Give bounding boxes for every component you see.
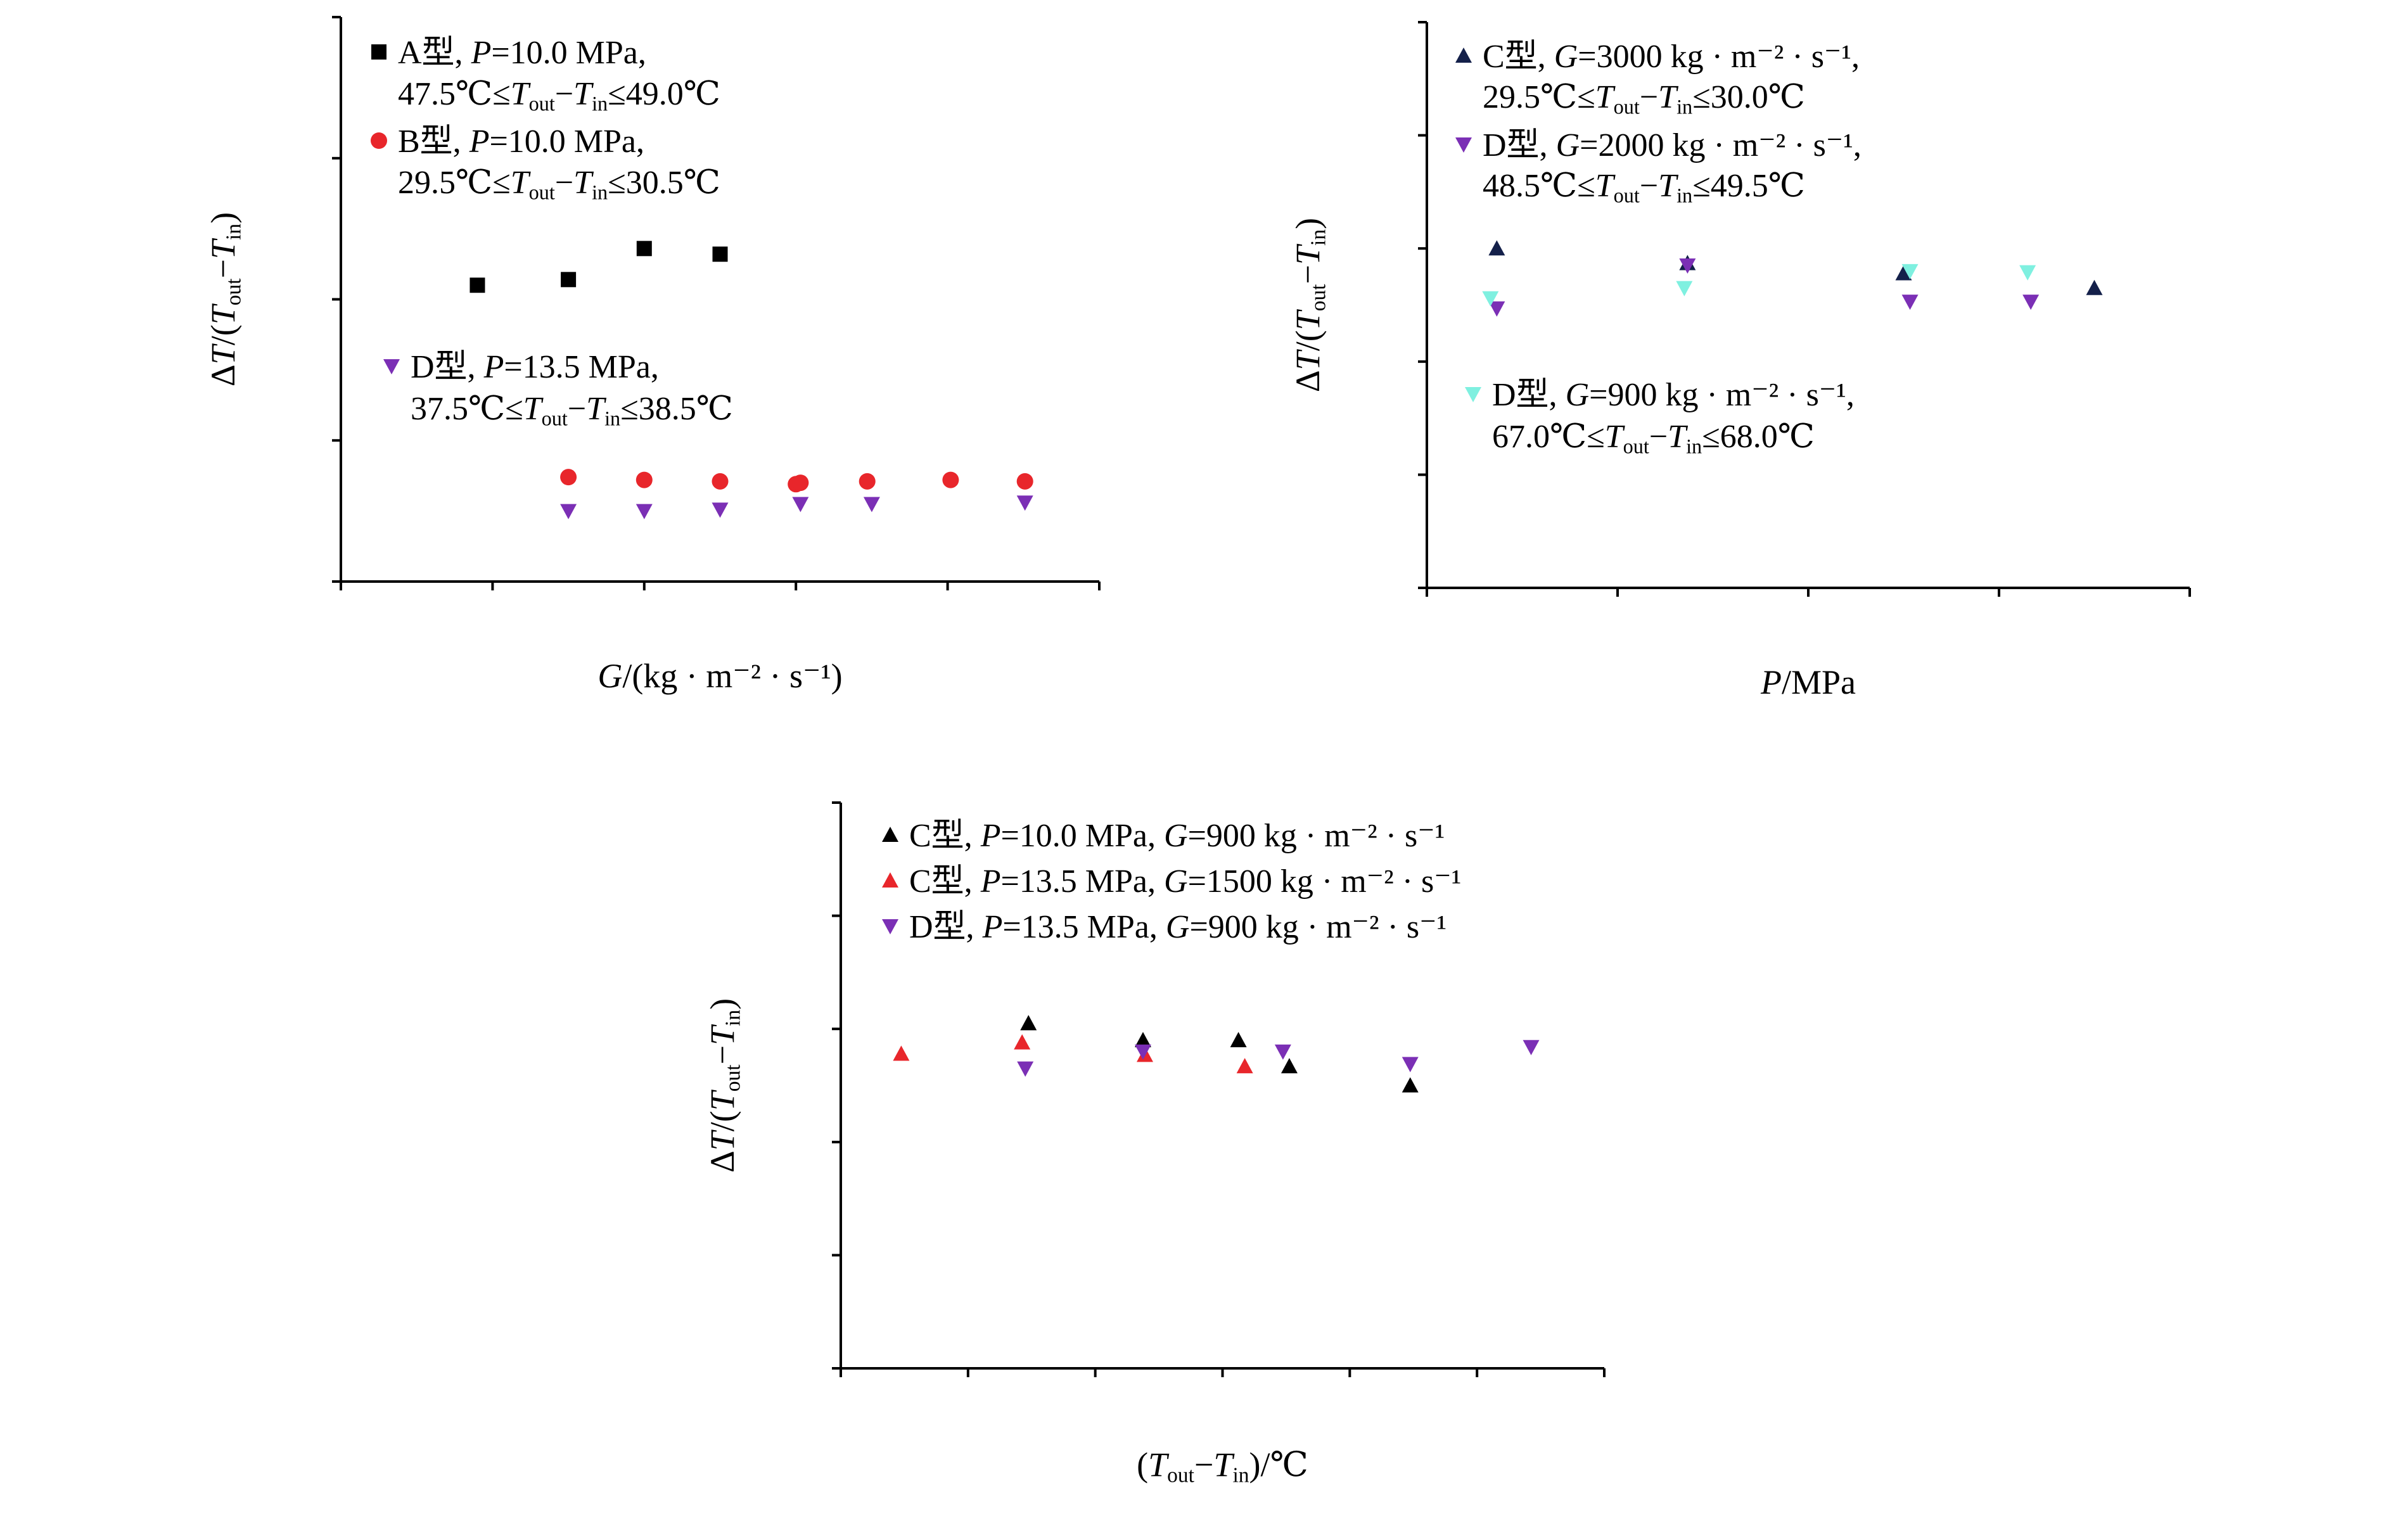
legend-label: B型, P=10.0 MPa, xyxy=(398,124,644,160)
legend-condition: 29.5℃≤Tout​−Tin​≤30.0℃ xyxy=(1483,79,1805,118)
data-point xyxy=(1482,291,1499,307)
series-3 xyxy=(1482,264,2036,307)
data-point xyxy=(712,246,728,262)
data-point xyxy=(1020,1015,1037,1031)
data-point xyxy=(636,241,652,257)
data-point xyxy=(635,471,653,488)
legend-condition: 47.5℃≤Tout​−Tin​≤49.0℃ xyxy=(398,76,720,115)
data-point xyxy=(712,502,729,518)
legend-label: C型, P=10.0 MPa, G=900 kg · m⁻² · s⁻¹ xyxy=(909,818,1445,854)
data-point xyxy=(469,277,485,293)
chart-panel-a: G/(kg · m⁻² · s⁻¹) ΔT/(Tout​−Tin​) A型, P=1… xyxy=(204,16,1101,695)
data-point xyxy=(561,272,577,288)
series-3 xyxy=(1017,1040,1540,1077)
y-axis-label: ΔT/(Tout​−Tin​) xyxy=(204,212,246,386)
data-point xyxy=(1230,1032,1247,1048)
series-2 xyxy=(560,469,1033,493)
legend-marker xyxy=(1455,48,1472,63)
data-point xyxy=(1901,264,1919,279)
legend-marker xyxy=(882,919,898,934)
data-point xyxy=(1402,1057,1419,1072)
series-2 xyxy=(893,1034,1253,1074)
legend-marker xyxy=(1465,386,1481,402)
data-point xyxy=(1016,473,1033,490)
legend-label: D型, G=900 kg · m⁻² · s⁻¹, xyxy=(1492,377,1855,413)
data-point xyxy=(560,469,577,486)
data-point xyxy=(1014,1034,1031,1050)
legend-label: D型, G=2000 kg · m⁻² · s⁻¹, xyxy=(1483,127,1862,163)
legend-marker xyxy=(1455,137,1472,153)
x-axis-label: P/MPa xyxy=(1760,663,1856,701)
data-point xyxy=(1676,281,1693,296)
legend-marker xyxy=(882,872,898,888)
data-point xyxy=(1017,1061,1034,1077)
data-point xyxy=(1679,258,1696,274)
data-point xyxy=(560,504,577,519)
x-axis-label: G/(kg · m⁻² · s⁻¹) xyxy=(597,657,842,695)
data-point xyxy=(1281,1058,1298,1074)
data-point xyxy=(1134,1032,1151,1048)
legend-condition: 37.5℃≤Tout​−Tin​≤38.5℃ xyxy=(411,391,733,430)
x-axis-label: (Tout​−Tin​)/℃ xyxy=(1137,1446,1308,1487)
data-point xyxy=(635,504,653,519)
data-point xyxy=(859,473,876,490)
y-axis-label: ΔT/(Tout​−Tin​) xyxy=(1289,218,1331,392)
legend-condition: 48.5℃≤Tout​−Tin​≤49.5℃ xyxy=(1483,168,1805,207)
series-1 xyxy=(1488,240,2103,295)
data-point xyxy=(1274,1044,1291,1060)
legend-marker xyxy=(371,44,386,60)
series-1 xyxy=(1020,1015,1419,1093)
data-point xyxy=(792,497,809,512)
data-point xyxy=(712,473,729,490)
y-axis-label: ΔT/(Tout​−Tin​) xyxy=(703,998,745,1173)
data-point xyxy=(1402,1077,1419,1093)
data-point xyxy=(1901,295,1919,310)
legend-label: A型, P=10.0 MPa, xyxy=(398,35,646,71)
data-point xyxy=(1488,301,1505,317)
legend-label: D型, P=13.5 MPa, G=900 kg · m⁻² · s⁻¹ xyxy=(909,909,1447,945)
legend-label: C型, P=13.5 MPa, G=1500 kg · m⁻² · s⁻¹ xyxy=(909,863,1461,900)
data-point xyxy=(2086,279,2103,295)
data-point xyxy=(942,471,959,488)
data-point xyxy=(1895,265,1912,281)
legend-marker xyxy=(371,132,387,149)
legend-condition: 29.5℃≤Tout​−Tin​≤30.5℃ xyxy=(398,165,720,203)
data-point xyxy=(1523,1040,1540,1055)
series-1 xyxy=(469,241,728,293)
legend-marker xyxy=(882,827,898,843)
data-point xyxy=(1488,240,1505,256)
data-point xyxy=(1134,1044,1151,1060)
legend-marker xyxy=(383,359,400,374)
data-point xyxy=(1016,495,1033,511)
series-3 xyxy=(560,495,1033,519)
data-point xyxy=(2019,265,2036,281)
legend-label: D型, P=13.5 MPa, xyxy=(411,349,659,385)
chart-panel-b: P/MPa ΔT/(Tout​−Tin​) C型, G=3000 kg · m⁻² … xyxy=(1289,21,2191,701)
legend-condition: 67.0℃≤Tout​−Tin​≤68.0℃ xyxy=(1492,419,1815,457)
data-point xyxy=(1236,1058,1253,1074)
series-2 xyxy=(1488,258,2040,317)
data-point xyxy=(792,474,809,492)
data-point xyxy=(2022,295,2040,310)
data-point xyxy=(863,497,880,512)
chart-panel-c: (Tout​−Tin​)/℃ ΔT/(Tout​−Tin​) C型, P=10.0 … xyxy=(703,801,1606,1487)
legend-label: C型, G=3000 kg · m⁻² · s⁻¹, xyxy=(1483,39,1860,75)
data-point xyxy=(893,1045,910,1061)
